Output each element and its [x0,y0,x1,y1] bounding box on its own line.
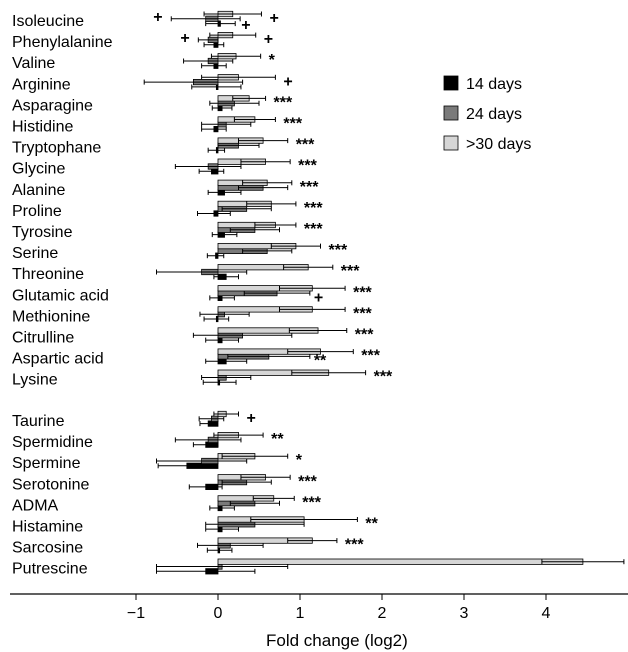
category-label-spermine: Spermine [12,455,81,472]
category-label-putrescine: Putrescine [12,561,88,578]
legend-label-d30: >30 days [466,136,531,153]
sig-label-spermidine: ** [271,431,284,448]
x-tick-label--1: −1 [127,605,145,622]
category-label-taurine: Taurine [12,413,65,430]
sig-label-24-glutamic-acid: + [314,289,323,306]
category-label-methionine: Methionine [12,308,90,325]
legend-swatch-d30 [443,135,459,151]
category-label-aspartic-acid: Aspartic acid [12,351,104,368]
sig-label-histamine: ** [365,516,378,533]
category-label-histidine: Histidine [12,119,73,136]
x-tick-label-2: 2 [378,605,387,622]
category-label-phenylalanine: Phenylalanine [12,34,113,51]
sig-label-citrulline: *** [355,327,374,344]
category-label-tryptophane: Tryptophane [12,140,101,157]
category-label-isoleucine: Isoleucine [12,13,84,30]
sig-label-24-aspartic-acid: ** [314,353,327,370]
category-label-lysine: Lysine [12,372,58,389]
sig-label-adma: *** [302,494,321,511]
category-label-arginine: Arginine [12,76,71,93]
x-axis-label: Fold change (log2) [266,631,408,650]
sig-label-lysine: *** [374,369,393,386]
category-label-valine: Valine [12,55,55,72]
category-label-spermidine: Spermidine [12,434,93,451]
sig-label-14-isoleucine: + [153,9,162,26]
sig-label-tryptophane: *** [296,137,315,154]
sig-label-arginine: + [283,73,292,90]
category-label-glycine: Glycine [12,161,65,178]
x-tick-label-3: 3 [460,605,469,622]
sig-label-spermine: * [296,452,303,469]
x-tick-label-1: 1 [296,605,305,622]
bar-putrescine-d30 [217,558,584,565]
sig-label-alanine: *** [300,179,319,196]
legend: 14 days 24 days >30 days [443,75,531,153]
sig-label-serotonine: *** [298,473,317,490]
category-label-serotonine: Serotonine [12,476,89,493]
legend-label-d24: 24 days [466,106,522,123]
sig-label-14-phenylalanine: + [180,30,189,47]
sig-label-phenylalanine: + [264,31,273,48]
sig-label-serine: *** [329,242,348,259]
sig-label-methionine: *** [353,305,372,322]
category-label-sarcosine: Sarcosine [12,540,83,557]
category-label-alanine: Alanine [12,182,65,199]
category-label-citrulline: Citrulline [12,330,74,347]
sig-label-extra-isoleucine: + [241,17,250,34]
sig-label-glutamic-acid: *** [353,284,372,301]
sig-label-threonine: *** [341,263,360,280]
category-label-threonine: Threonine [12,266,84,283]
category-label-glutamic-acid: Glutamic acid [12,287,109,304]
sig-label-tyrosine: *** [304,221,323,238]
sig-label-histidine: *** [283,116,302,133]
legend-swatch-d14 [443,75,459,91]
sig-label-asparagine: *** [274,94,293,111]
legend-swatch-d24 [443,105,459,121]
category-label-proline: Proline [12,203,62,220]
category-label-tyrosine: Tyrosine [12,224,73,241]
sig-label-taurine: + [247,410,256,427]
category-label-adma: ADMA [12,497,59,514]
sig-label-valine: * [269,52,276,69]
significance-labels: ++ +++*+******************************+**… [153,9,393,554]
x-tick-label-4: 4 [542,605,551,622]
category-label-serine: Serine [12,245,58,262]
category-label-asparagine: Asparagine [12,97,93,114]
sig-label-glycine: *** [298,158,317,175]
x-axis: −1 0 1 2 3 4 [10,593,628,622]
sig-label-aspartic-acid: *** [361,348,380,365]
sig-label-isoleucine: + [269,10,278,27]
sig-label-proline: *** [304,200,323,217]
legend-label-d14: 14 days [466,76,522,93]
category-labels: Isoleucine Phenylalanine Valine Arginine Asp… [12,13,113,578]
category-label-histamine: Histamine [12,519,83,536]
bars-layer [143,10,625,575]
sig-label-sarcosine: *** [345,537,364,554]
x-tick-label-0: 0 [214,605,223,622]
